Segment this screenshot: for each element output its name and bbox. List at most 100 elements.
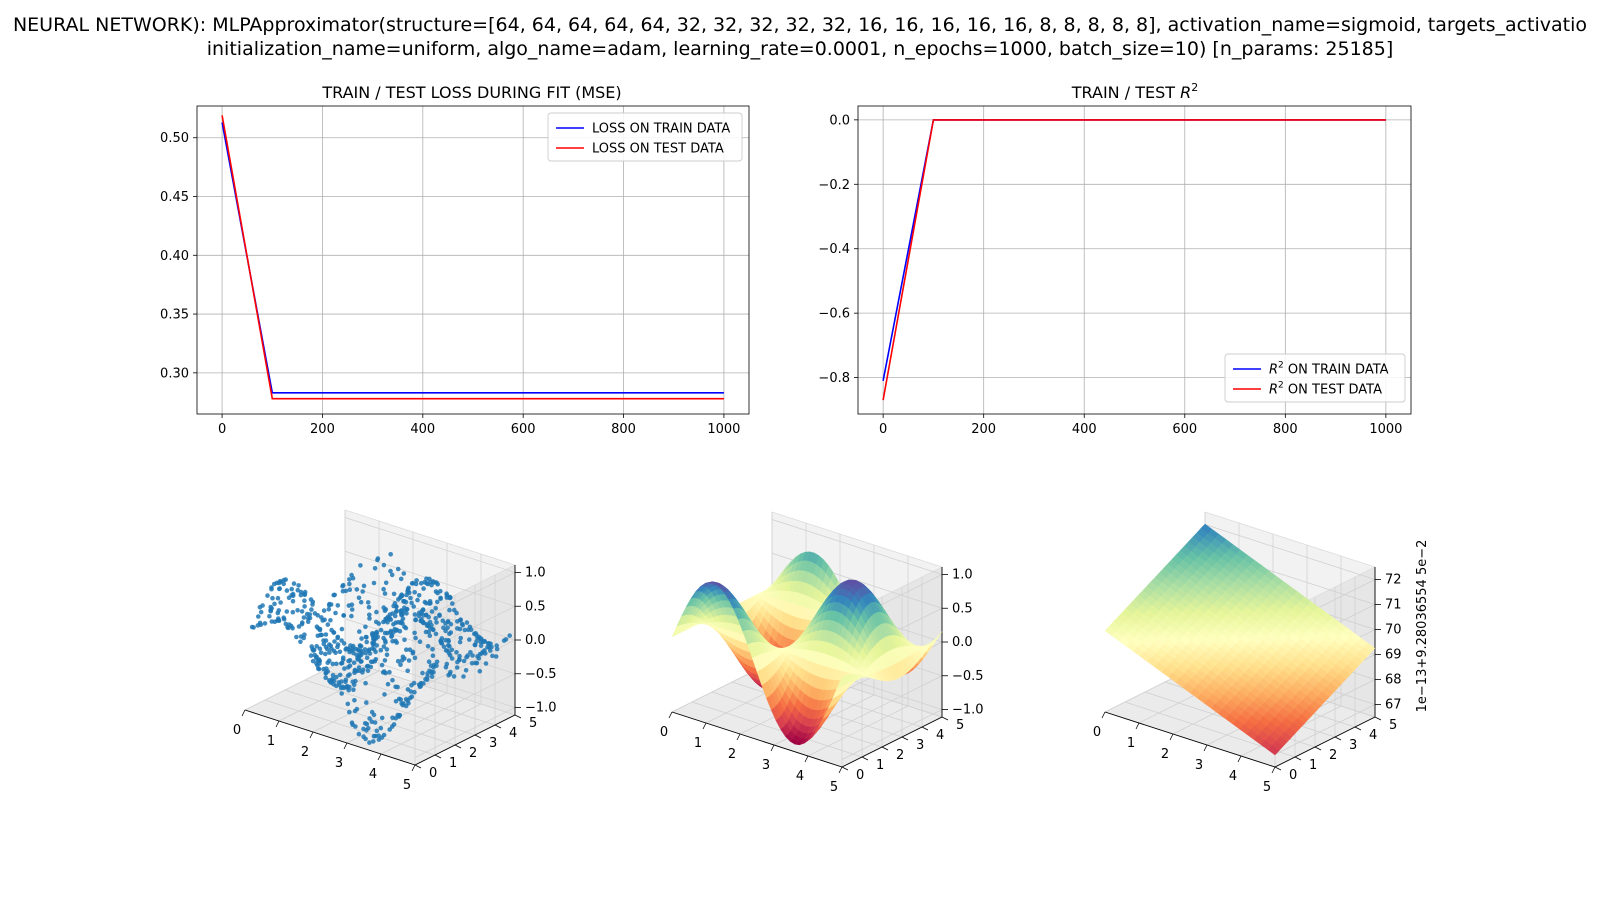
scatter-point xyxy=(298,592,304,598)
scatter-point xyxy=(308,597,314,602)
scatter-point xyxy=(294,634,299,640)
z-tick-label: 0.0 xyxy=(952,635,973,650)
x-tick-label: 2 xyxy=(1161,747,1169,762)
scatter-point xyxy=(363,736,368,742)
scatter-point xyxy=(392,626,398,632)
x-tick xyxy=(702,722,707,730)
y-tick xyxy=(434,754,442,759)
scatter-point xyxy=(380,670,386,675)
y-tick xyxy=(1354,726,1362,731)
scatter-point xyxy=(393,684,398,690)
x-tick-label: 4 xyxy=(1229,769,1237,784)
scatter-point xyxy=(284,609,290,614)
scatter-point xyxy=(438,588,443,594)
scatter-point xyxy=(388,617,394,622)
scatter-point xyxy=(340,588,346,594)
scatter-point xyxy=(389,634,394,639)
y-tick-label: 0.0 xyxy=(829,113,850,128)
scatter-point xyxy=(333,610,338,616)
scatter-point xyxy=(389,572,395,578)
figure-title-line-2: initialization_name=uniform, algo_name=a… xyxy=(206,38,1394,60)
axis-line xyxy=(244,709,416,766)
scatter-point xyxy=(406,658,412,663)
scatter-point xyxy=(334,674,339,680)
scatter-point xyxy=(326,602,332,608)
scatter-point xyxy=(347,587,353,592)
scatter-point xyxy=(424,677,430,682)
scatter-point xyxy=(435,599,440,605)
scatter-point xyxy=(394,640,400,645)
r2-chart-title: TRAIN / TEST R2 xyxy=(1071,81,1198,102)
y-tick xyxy=(1314,746,1322,751)
scatter-point xyxy=(419,616,424,622)
scatter-point xyxy=(447,607,452,613)
scatter-point xyxy=(296,583,301,588)
pane-gridline xyxy=(841,709,943,760)
scatter-point xyxy=(270,595,275,601)
scatter-point xyxy=(362,647,368,652)
scatter-point xyxy=(413,617,419,622)
y-tick-label: −0.4 xyxy=(818,242,850,257)
scatter-point xyxy=(416,610,422,615)
scatter-point xyxy=(358,563,363,568)
scatter-point xyxy=(339,679,344,684)
z-tick-label: 67 xyxy=(1385,698,1402,713)
scatter-point xyxy=(364,700,369,705)
scatter-point xyxy=(363,650,369,656)
scatter-point xyxy=(421,586,426,591)
scatter-point xyxy=(404,647,409,652)
scatter-point xyxy=(371,635,376,640)
scatter-point xyxy=(483,661,489,666)
scatter-point xyxy=(441,644,447,649)
scatter-point xyxy=(430,647,435,652)
scatter-point xyxy=(352,698,357,703)
scatter-point xyxy=(401,571,407,576)
x-tick-label: 600 xyxy=(511,422,536,437)
x-tick xyxy=(275,720,280,728)
scatter-point xyxy=(311,647,317,653)
series-line-test xyxy=(221,115,724,400)
scatter-point xyxy=(335,642,341,647)
scatter-point xyxy=(443,664,449,670)
scatter-point xyxy=(472,631,477,637)
scatter-point xyxy=(382,658,388,663)
scatter-point xyxy=(493,654,499,659)
x-tick-label: 5 xyxy=(1263,780,1271,795)
scatter-point xyxy=(488,648,493,653)
scatter-point xyxy=(381,586,386,592)
scatter-point xyxy=(255,614,261,619)
scatter-point xyxy=(375,557,380,563)
scatter-point xyxy=(404,611,409,616)
scatter-point xyxy=(271,581,277,587)
scatter-point xyxy=(249,624,255,630)
scatter-point xyxy=(371,739,376,744)
y-tick xyxy=(941,716,949,721)
scatter-point xyxy=(434,580,439,585)
scatter-point xyxy=(449,647,455,653)
y-tick-label: 1 xyxy=(449,756,457,771)
scatter-point xyxy=(412,590,418,595)
scatter-point xyxy=(327,650,332,655)
scatter-point xyxy=(310,658,316,664)
scatter-point xyxy=(291,581,297,586)
scatter-point xyxy=(337,672,343,678)
z-tick-label: 1.0 xyxy=(525,566,546,581)
x-tick-label: 0 xyxy=(233,723,241,738)
scatter-point xyxy=(472,642,478,648)
scatter-point xyxy=(347,649,352,655)
scatter-point xyxy=(410,580,416,586)
y-tick xyxy=(921,726,929,731)
y-tick xyxy=(454,744,462,749)
x-tick-label: 2 xyxy=(301,745,309,760)
scatter-point xyxy=(390,638,395,644)
scatter-point xyxy=(371,580,377,586)
scatter-point xyxy=(323,675,329,681)
y-tick-label: 5 xyxy=(956,718,964,733)
scatter-point xyxy=(427,576,432,582)
scatter-point xyxy=(418,581,424,586)
scatter-point xyxy=(269,619,275,624)
scatter-point xyxy=(423,629,429,635)
scatter-point xyxy=(356,731,362,737)
scatter-point xyxy=(299,621,305,627)
scatter-point xyxy=(429,609,435,614)
